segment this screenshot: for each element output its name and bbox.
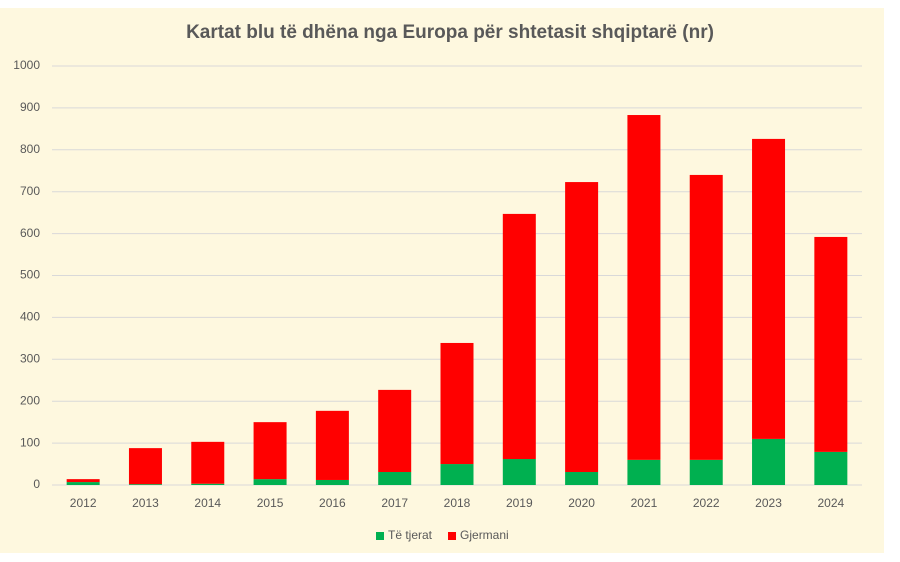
bar-segment	[502, 213, 536, 460]
x-tick-label: 2024	[817, 496, 844, 510]
y-tick-label: 400	[20, 310, 40, 324]
legend-label: Gjermani	[460, 528, 509, 542]
y-tick-label: 800	[20, 142, 40, 156]
x-tick-label: 2023	[755, 496, 782, 510]
bar-segment	[253, 479, 287, 485]
chart-title: Kartat blu të dhëna nga Europa për shtet…	[186, 22, 714, 43]
bar-segment	[814, 451, 848, 485]
x-tick-label: 2015	[257, 496, 284, 510]
bar-segment	[66, 482, 100, 485]
bar-segment	[627, 115, 661, 460]
bar-segment	[191, 441, 225, 484]
y-tick-label: 1000	[13, 58, 40, 72]
legend-swatch	[376, 532, 384, 540]
x-tick-label: 2019	[506, 496, 533, 510]
bar-segment	[253, 422, 287, 480]
bar-segment	[440, 464, 474, 485]
bar-segment	[128, 448, 162, 485]
x-tick-label: 2017	[381, 496, 408, 510]
bar-segment	[627, 459, 661, 485]
bar-segment	[378, 472, 412, 485]
bar-segment	[191, 483, 225, 485]
bar-segment	[565, 182, 599, 473]
x-tick-label: 2020	[568, 496, 595, 510]
bar-segment	[128, 484, 162, 485]
y-tick-label: 600	[20, 226, 40, 240]
legend-swatch	[448, 532, 457, 540]
y-tick-label: 500	[20, 268, 40, 282]
legend-label: Të tjerat	[388, 528, 433, 542]
x-tick-label: 2016	[319, 496, 346, 510]
y-tick-label: 100	[20, 435, 40, 449]
bar-segment	[689, 174, 723, 460]
bar-segment	[378, 389, 412, 473]
bar-segment	[814, 236, 848, 452]
bar-segment	[66, 479, 100, 483]
bar-segment	[752, 438, 786, 485]
y-tick-label: 300	[20, 351, 40, 365]
y-tick-label: 0	[33, 477, 40, 491]
x-tick-label: 2012	[70, 496, 97, 510]
bar-segment	[440, 342, 474, 465]
x-tick-label: 2022	[693, 496, 720, 510]
bar-segment	[689, 459, 723, 485]
bar-segment	[315, 410, 349, 480]
x-tick-label: 2021	[631, 496, 658, 510]
x-tick-label: 2014	[194, 496, 221, 510]
x-tick-label: 2013	[132, 496, 159, 510]
x-tick-label: 2018	[444, 496, 471, 510]
bar-segment	[752, 138, 786, 439]
y-tick-label: 700	[20, 184, 40, 198]
y-tick-label: 200	[20, 393, 40, 407]
bar-segment	[315, 479, 349, 485]
bar-segment	[565, 472, 599, 485]
y-tick-label: 900	[20, 100, 40, 114]
bar-segment	[502, 459, 536, 485]
